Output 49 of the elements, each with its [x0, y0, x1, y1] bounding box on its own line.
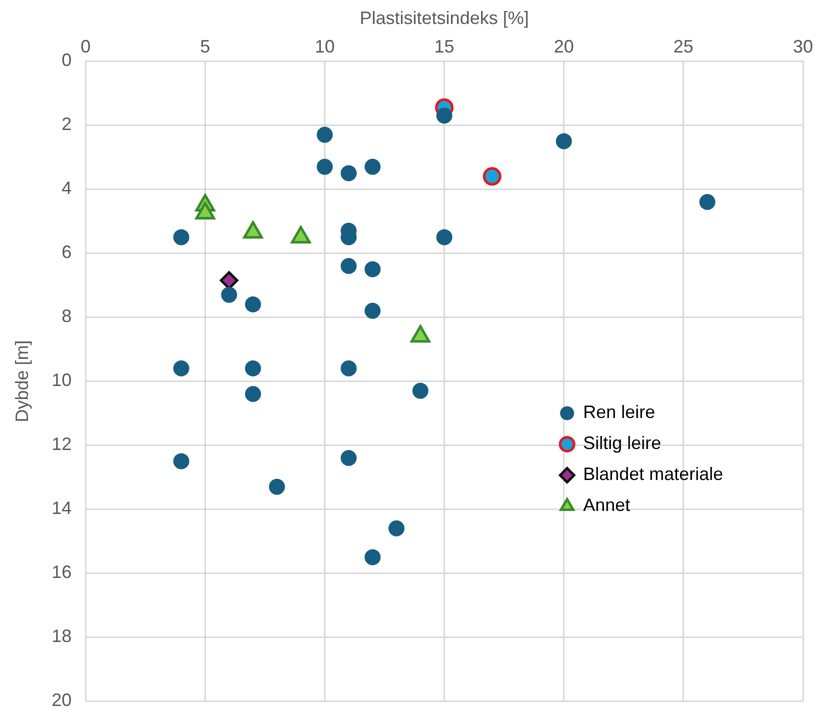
- x-tick-label: 10: [314, 36, 335, 56]
- y-tick-label: 12: [52, 434, 72, 454]
- legend-label: Ren leire: [583, 402, 656, 422]
- point: [173, 229, 190, 246]
- point: [340, 165, 357, 182]
- point: [412, 382, 428, 399]
- legend-label: Blandet materiale: [583, 464, 724, 484]
- y-tick-label: 4: [62, 178, 72, 198]
- point: [364, 549, 381, 566]
- point: [173, 360, 190, 376]
- y-tick-label: 20: [52, 690, 72, 710]
- point: [221, 286, 238, 303]
- y-tick-label: 16: [52, 562, 72, 582]
- y-tick-label: 6: [62, 242, 72, 262]
- x-tick-label: 20: [554, 36, 574, 56]
- x-tick-label: 0: [80, 36, 91, 56]
- point: [388, 520, 404, 536]
- point: [340, 258, 357, 274]
- point: [245, 296, 262, 312]
- point: [340, 450, 357, 466]
- x-tick-label: 25: [673, 36, 694, 56]
- point: [173, 453, 190, 470]
- point: [364, 261, 381, 278]
- x-tick-label: 15: [434, 36, 454, 56]
- point: [556, 133, 572, 150]
- legend-label: Siltig leire: [583, 433, 662, 454]
- y-axis-title: Dybde [m]: [12, 340, 32, 422]
- point: [436, 229, 452, 246]
- point: [364, 158, 381, 175]
- y-tick-label: 18: [52, 626, 72, 646]
- point: [316, 126, 333, 143]
- x-axis-title: Plastisitetsindeks [%]: [360, 8, 529, 28]
- point: [245, 386, 262, 402]
- y-tick-label: 10: [52, 370, 72, 390]
- point: [364, 302, 381, 319]
- point: [245, 360, 262, 376]
- point: [436, 108, 452, 124]
- y-tick-label: 0: [62, 50, 72, 70]
- y-tick-label: 2: [62, 114, 72, 134]
- point: [699, 194, 716, 210]
- y-tick-label: 8: [62, 306, 72, 326]
- point: [268, 478, 285, 495]
- x-tick-label: 30: [792, 36, 814, 56]
- point: [340, 360, 357, 376]
- point: [482, 167, 502, 186]
- y-tick-label: 14: [52, 498, 72, 518]
- legend-label: Annet: [583, 495, 630, 516]
- point: [316, 158, 333, 175]
- x-tick-label: 5: [200, 36, 210, 56]
